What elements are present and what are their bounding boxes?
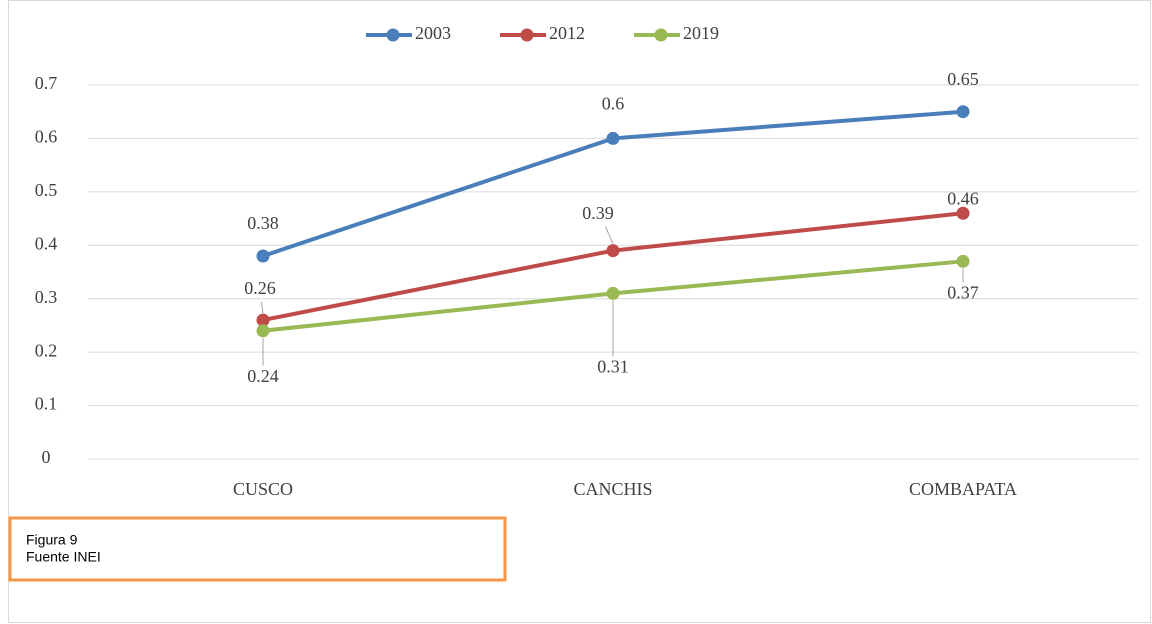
- label-leader: [605, 226, 614, 244]
- point-marker: [256, 324, 270, 338]
- point-marker: [956, 206, 970, 220]
- point-marker: [956, 254, 970, 268]
- legend-label: 2012: [549, 23, 585, 43]
- data-label: 0.37: [947, 282, 979, 302]
- data-label: 0.31: [597, 356, 629, 376]
- point-marker: [606, 286, 620, 300]
- legend-label: 2019: [683, 23, 719, 43]
- legend-marker: [386, 28, 400, 42]
- x-tick-label: CANCHIS: [573, 479, 652, 499]
- x-tick-label: COMBAPATA: [909, 479, 1017, 499]
- y-tick-label: 0.3: [35, 287, 58, 307]
- y-tick-label: 0.2: [35, 340, 58, 360]
- legend-label: 2003: [415, 23, 451, 43]
- y-tick-label: 0.7: [35, 73, 58, 93]
- data-label: 0.46: [947, 188, 979, 208]
- data-label: 0.38: [247, 213, 279, 233]
- data-label: 0.65: [947, 69, 979, 89]
- point-marker: [956, 105, 970, 119]
- point-marker: [256, 249, 270, 263]
- data-label: 0.6: [602, 94, 625, 114]
- legend-marker: [654, 28, 668, 42]
- point-marker: [606, 244, 620, 258]
- note-line: Fuente INEI: [26, 549, 101, 565]
- point-marker: [606, 131, 620, 145]
- legend-marker: [520, 28, 534, 42]
- y-tick-label: 0.1: [35, 394, 58, 414]
- data-label: 0.26: [244, 278, 276, 298]
- label-leader: [261, 302, 264, 314]
- y-tick-label: 0.6: [35, 127, 58, 147]
- y-tick-label: 0.4: [35, 233, 58, 253]
- point-marker: [256, 313, 270, 327]
- note-box: [8, 516, 507, 582]
- data-label: 0.24: [247, 366, 279, 386]
- data-label: 0.39: [582, 203, 614, 223]
- note-line: Figura 9: [26, 532, 78, 548]
- y-tick-label: 0.5: [35, 180, 58, 200]
- y-tick-label: 0: [42, 447, 51, 467]
- x-tick-label: CUSCO: [233, 479, 293, 499]
